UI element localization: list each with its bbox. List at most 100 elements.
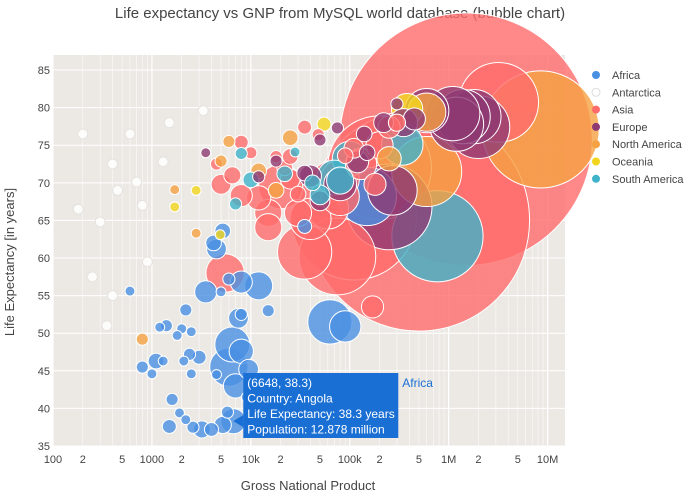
- bubble-asia: [297, 119, 313, 135]
- x-tick-label: 5: [416, 454, 422, 466]
- bubble-antarctica: [77, 128, 89, 140]
- bubble-south-america: [304, 174, 321, 192]
- x-tick-label: 100k: [338, 454, 362, 466]
- bubble-oceania: [169, 201, 181, 213]
- x-tick-label: 2: [179, 454, 185, 466]
- bubble-europe: [252, 170, 266, 184]
- x-tick-label: 5: [515, 454, 521, 466]
- tooltip-line: (6648, 38.3): [247, 376, 312, 390]
- bubble-north-america: [169, 184, 181, 196]
- legend-marker-europe: [592, 122, 600, 131]
- y-tick-label: 35: [38, 441, 50, 453]
- bubble-antarctica: [101, 320, 113, 332]
- legend-label-asia: Asia: [612, 105, 634, 117]
- bubble-north-america: [190, 227, 202, 239]
- x-tick-label: 2: [80, 454, 86, 466]
- x-tick-label: 1000: [140, 454, 164, 466]
- bubble-africa: [211, 369, 222, 381]
- bubble-europe: [358, 144, 376, 162]
- legend-label-south-america: South America: [612, 174, 684, 186]
- bubble-asia: [223, 166, 242, 185]
- y-tick-label: 45: [38, 366, 50, 378]
- y-tick-label: 50: [38, 328, 50, 340]
- tooltip-line: Country: Angola: [247, 392, 333, 406]
- bubble-north-america: [214, 154, 228, 168]
- x-tick-label: 1M: [441, 454, 456, 466]
- bubble-south-america: [326, 166, 355, 195]
- bubble-africa: [234, 307, 248, 321]
- legend-marker-north-america: [592, 140, 600, 149]
- bubble-europe: [402, 107, 426, 131]
- bubble-antarctica: [112, 184, 124, 196]
- bubble-africa: [297, 218, 313, 234]
- legend-label-antarctica: Antarctica: [612, 87, 662, 99]
- legend-marker-south-america: [592, 174, 600, 183]
- bubble-antarctica: [107, 158, 119, 170]
- bubble-africa: [161, 418, 177, 434]
- bubble-africa: [174, 407, 185, 419]
- bubble-africa: [146, 368, 158, 380]
- tooltip-pointer: [233, 415, 244, 428]
- bubble-africa: [261, 304, 275, 318]
- x-tick-label: 2: [278, 454, 284, 466]
- bubble-north-america: [222, 134, 236, 149]
- bubble-africa: [180, 414, 192, 426]
- legend-marker-oceania: [592, 157, 600, 166]
- bubble-africa: [178, 355, 190, 367]
- bubble-africa: [329, 310, 362, 343]
- legend-label-north-america: North America: [612, 139, 683, 151]
- bubble-africa: [185, 326, 197, 338]
- bubble-north-america: [267, 182, 285, 199]
- bubble-africa: [220, 405, 234, 419]
- bubble-africa: [165, 392, 179, 406]
- y-tick-label: 70: [38, 178, 50, 190]
- bubble-oceania: [190, 184, 202, 196]
- y-tick-label: 80: [38, 103, 50, 115]
- x-tick-label: 2: [376, 454, 382, 466]
- bubble-africa: [154, 321, 166, 333]
- bubble-south-america: [289, 146, 301, 158]
- bubble-antarctica: [136, 199, 148, 211]
- bubble-antarctica: [86, 271, 98, 283]
- bubble-europe: [313, 133, 327, 147]
- bubble-africa: [185, 368, 197, 380]
- bubble-europe: [269, 154, 283, 168]
- bubble-africa: [215, 286, 227, 298]
- bubble-antarctica: [72, 203, 84, 215]
- legend-label-europe: Europe: [612, 122, 647, 134]
- bubble-antarctica: [157, 156, 169, 168]
- bubble-africa: [171, 330, 183, 341]
- x-tick-label: 10M: [537, 454, 558, 466]
- x-tick-label: 100: [44, 454, 62, 466]
- bubble-asia: [360, 295, 385, 319]
- bubble-africa: [186, 420, 200, 434]
- bubble-oceania: [214, 229, 226, 241]
- bubble-asia: [387, 113, 407, 132]
- bubble-north-america: [281, 129, 299, 147]
- bubble-africa: [124, 285, 136, 297]
- bubble-antarctica: [163, 117, 175, 129]
- y-tick-label: 60: [38, 253, 50, 265]
- bubble-asia: [289, 185, 307, 203]
- tooltip-box: [243, 373, 399, 438]
- y-axis-title: Life Expectancy [in years]: [2, 188, 17, 336]
- bubble-antarctica: [131, 176, 143, 188]
- y-axis-ticks: 35 40 45 50 55 60 65 70 75 80 85: [38, 65, 50, 453]
- bubble-north-america: [135, 332, 149, 346]
- legend: Africa Antarctica Asia Europe North America O…: [591, 70, 684, 186]
- bubble-antarctica: [197, 105, 209, 117]
- y-tick-label: 55: [38, 291, 50, 303]
- x-tick-label: 5: [317, 454, 323, 466]
- y-tick-label: 75: [38, 140, 50, 152]
- y-tick-label: 85: [38, 65, 50, 77]
- legend-label-oceania: Oceania: [612, 157, 654, 169]
- bubble-africa: [222, 272, 236, 286]
- legend-label-africa: Africa: [612, 70, 641, 82]
- bubble-south-america: [228, 197, 243, 211]
- bubble-europe: [390, 97, 404, 111]
- tooltip-line: Life Expectancy: 38.3 years: [247, 407, 394, 421]
- x-axis-title: Gross National Product: [241, 478, 376, 493]
- bubble-africa: [203, 421, 219, 437]
